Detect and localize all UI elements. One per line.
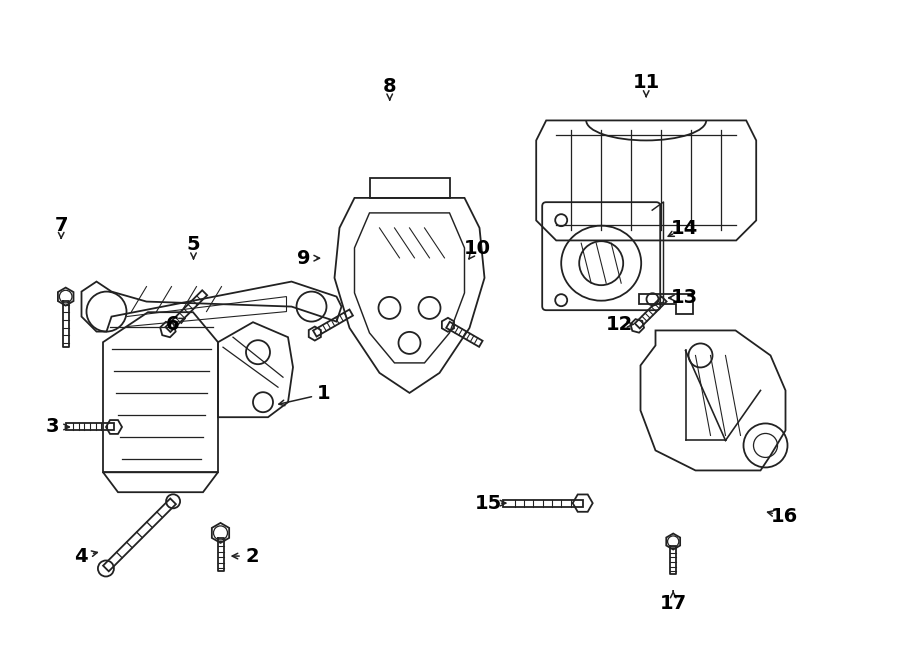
Text: 2: 2 <box>245 547 259 565</box>
Text: 16: 16 <box>771 507 798 526</box>
Text: 8: 8 <box>382 77 397 95</box>
Text: 12: 12 <box>606 315 633 334</box>
Text: 4: 4 <box>74 547 88 565</box>
Text: 1: 1 <box>317 385 331 403</box>
Text: 7: 7 <box>55 216 68 234</box>
Text: 15: 15 <box>475 494 502 512</box>
Text: 5: 5 <box>186 236 201 254</box>
Text: 17: 17 <box>660 594 687 613</box>
Text: 13: 13 <box>670 289 698 307</box>
Text: 3: 3 <box>45 418 59 436</box>
Text: 11: 11 <box>633 73 660 92</box>
Text: 6: 6 <box>166 315 180 334</box>
Text: 14: 14 <box>670 219 698 238</box>
Text: 10: 10 <box>464 239 490 258</box>
Text: 9: 9 <box>298 249 311 267</box>
